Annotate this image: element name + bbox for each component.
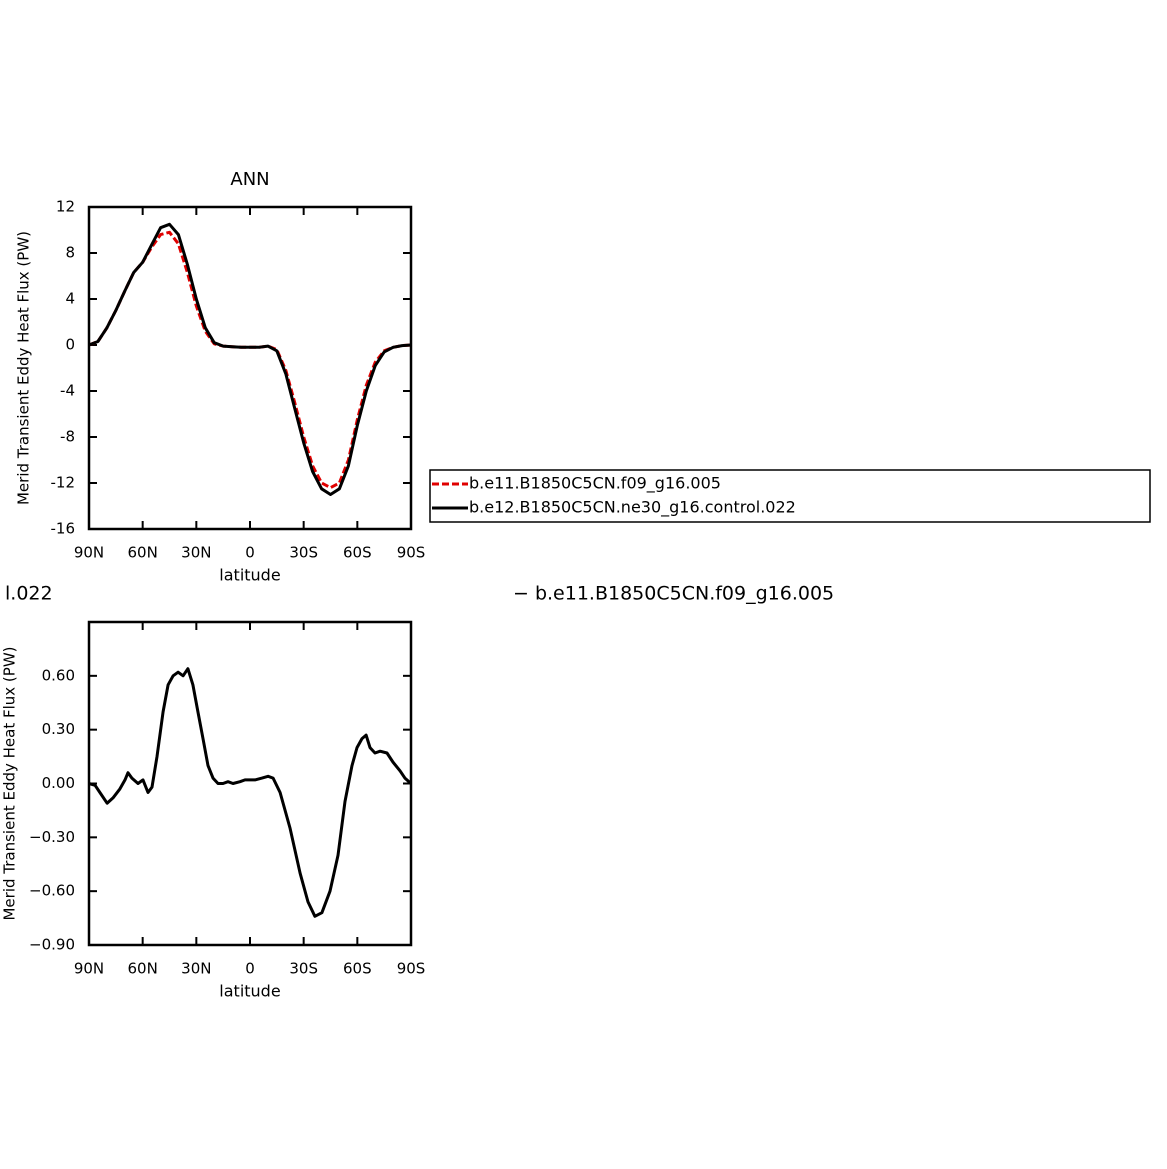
y-tick-label: 12 (56, 198, 75, 216)
x-tick-label: 60S (343, 544, 372, 562)
y-axis-label: Merid Transient Eddy Heat Flux (PW) (1, 646, 19, 920)
y-tick-label: 0 (65, 336, 75, 354)
y-tick-label: -16 (51, 520, 76, 538)
chart-title: ANN (230, 169, 269, 190)
y-tick-label: -4 (60, 382, 75, 400)
x-tick-label: 90N (74, 544, 104, 562)
x-tick-label: 60N (128, 544, 158, 562)
x-tick-label: 60S (343, 960, 372, 978)
y-tick-label: 0.00 (42, 774, 75, 792)
y-axis-label: Merid Transient Eddy Heat Flux (PW) (15, 231, 33, 505)
y-tick-label: 0.60 (42, 666, 75, 684)
chart-title-fragment: l.022 (5, 583, 53, 605)
plot-frame (87, 620, 413, 947)
series-line (88, 667, 412, 918)
legend-label: b.e11.B1850C5CN.f09_g16.005 (469, 474, 721, 494)
y-tick-label: -8 (60, 428, 75, 446)
y-tick-label: 0.30 (42, 720, 75, 738)
y-tick-label: −0.60 (29, 882, 75, 900)
plot-frame (87, 205, 413, 531)
x-axis-label: latitude (219, 982, 280, 1001)
y-tick-label: 4 (65, 290, 75, 308)
chart-title-fragment: − b.e11.B1850C5CN.f09_g16.005 (513, 583, 834, 605)
x-tick-label: 30S (289, 960, 318, 978)
x-tick-label: 30N (181, 960, 211, 978)
y-tick-label: −0.90 (29, 936, 75, 954)
y-tick-label: -12 (51, 474, 76, 492)
y-tick-label: 8 (65, 244, 75, 262)
x-tick-label: 90S (397, 544, 426, 562)
legend-label: b.e12.B1850C5CN.ne30_g16.control.022 (469, 498, 796, 518)
x-tick-label: 0 (245, 960, 255, 978)
x-axis-label: latitude (219, 566, 280, 585)
series-line (88, 222, 412, 496)
x-tick-label: 90S (397, 960, 426, 978)
y-tick-label: −0.30 (29, 828, 75, 846)
legend-box (429, 469, 1151, 523)
x-tick-label: 30S (289, 544, 318, 562)
x-tick-label: 60N (128, 960, 158, 978)
x-tick-label: 0 (245, 544, 255, 562)
x-tick-label: 90N (74, 960, 104, 978)
x-tick-label: 30N (181, 544, 211, 562)
